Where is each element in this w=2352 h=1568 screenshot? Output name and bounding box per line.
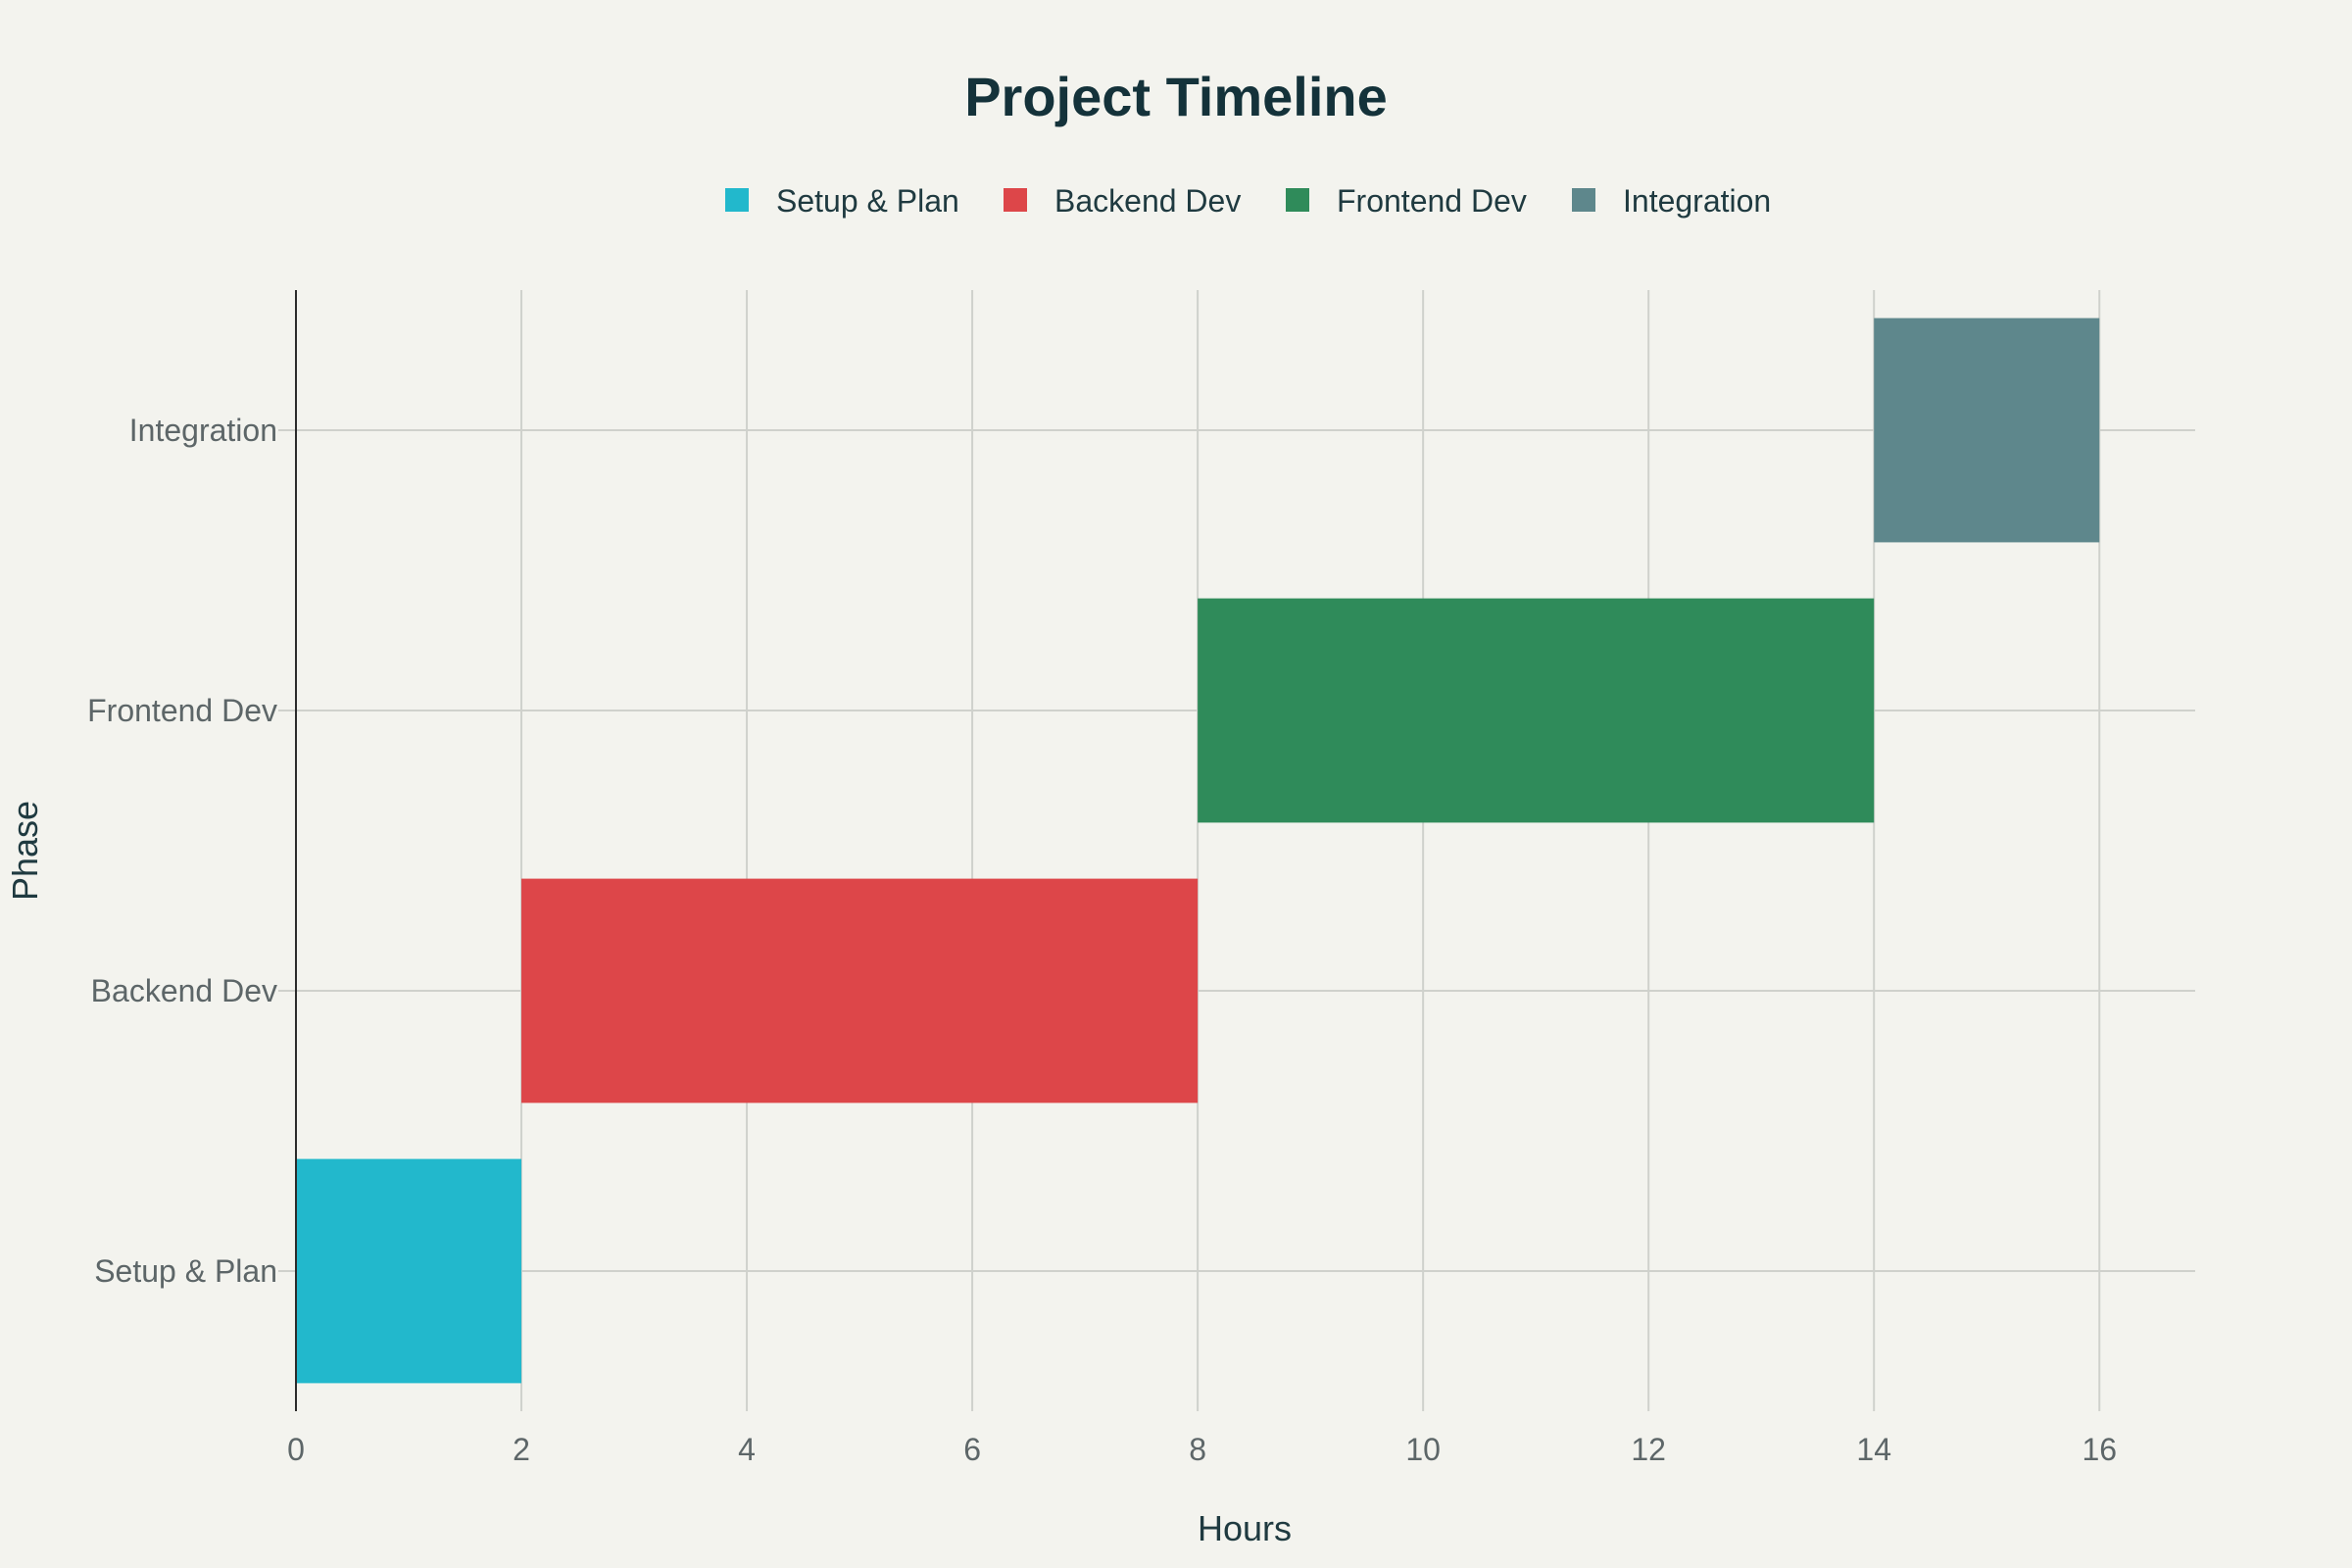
x-tick-label: 0 <box>287 1432 305 1467</box>
bar-backend-dev <box>521 878 1199 1103</box>
x-axis-ticks: 0 2 4 6 8 10 12 14 16 <box>287 1432 2117 1467</box>
legend-item: Setup & Plan <box>725 183 959 219</box>
y-axis-ticks: Setup & Plan Backend Dev Frontend Dev Integ… <box>87 413 277 1289</box>
gridlines <box>278 290 2195 1411</box>
x-tick-label: 10 <box>1405 1432 1441 1467</box>
legend: Setup & Plan Backend Dev Frontend Dev Integ… <box>725 183 1771 219</box>
y-tick-label: Integration <box>129 413 277 448</box>
legend-swatch <box>1572 188 1595 212</box>
x-tick-label: 4 <box>738 1432 756 1467</box>
legend-swatch <box>1004 188 1027 212</box>
legend-label: Backend Dev <box>1054 183 1241 219</box>
x-axis-title: Hours <box>1198 1508 1292 1548</box>
bars <box>296 318 2100 1384</box>
x-tick-label: 2 <box>513 1432 530 1467</box>
x-tick-label: 8 <box>1189 1432 1206 1467</box>
legend-swatch <box>725 188 749 212</box>
x-tick-label: 6 <box>963 1432 981 1467</box>
legend-label: Frontend Dev <box>1337 183 1527 219</box>
x-tick-label: 12 <box>1631 1432 1666 1467</box>
y-tick-label: Setup & Plan <box>94 1253 277 1289</box>
legend-item: Integration <box>1572 183 1771 219</box>
legend-label: Integration <box>1623 183 1771 219</box>
chart-title: Project Timeline <box>964 66 1388 127</box>
y-tick-label: Frontend Dev <box>87 693 277 728</box>
legend-item: Backend Dev <box>1004 183 1241 219</box>
x-tick-label: 14 <box>1856 1432 1891 1467</box>
bar-integration <box>1874 318 2100 543</box>
x-tick-label: 16 <box>2082 1432 2117 1467</box>
y-tick-label: Backend Dev <box>91 973 277 1008</box>
legend-swatch <box>1286 188 1309 212</box>
legend-item: Frontend Dev <box>1286 183 1527 219</box>
bar-setup-plan <box>296 1158 522 1384</box>
bar-frontend-dev <box>1198 598 1875 823</box>
legend-label: Setup & Plan <box>776 183 959 219</box>
y-axis-title: Phase <box>5 801 45 901</box>
